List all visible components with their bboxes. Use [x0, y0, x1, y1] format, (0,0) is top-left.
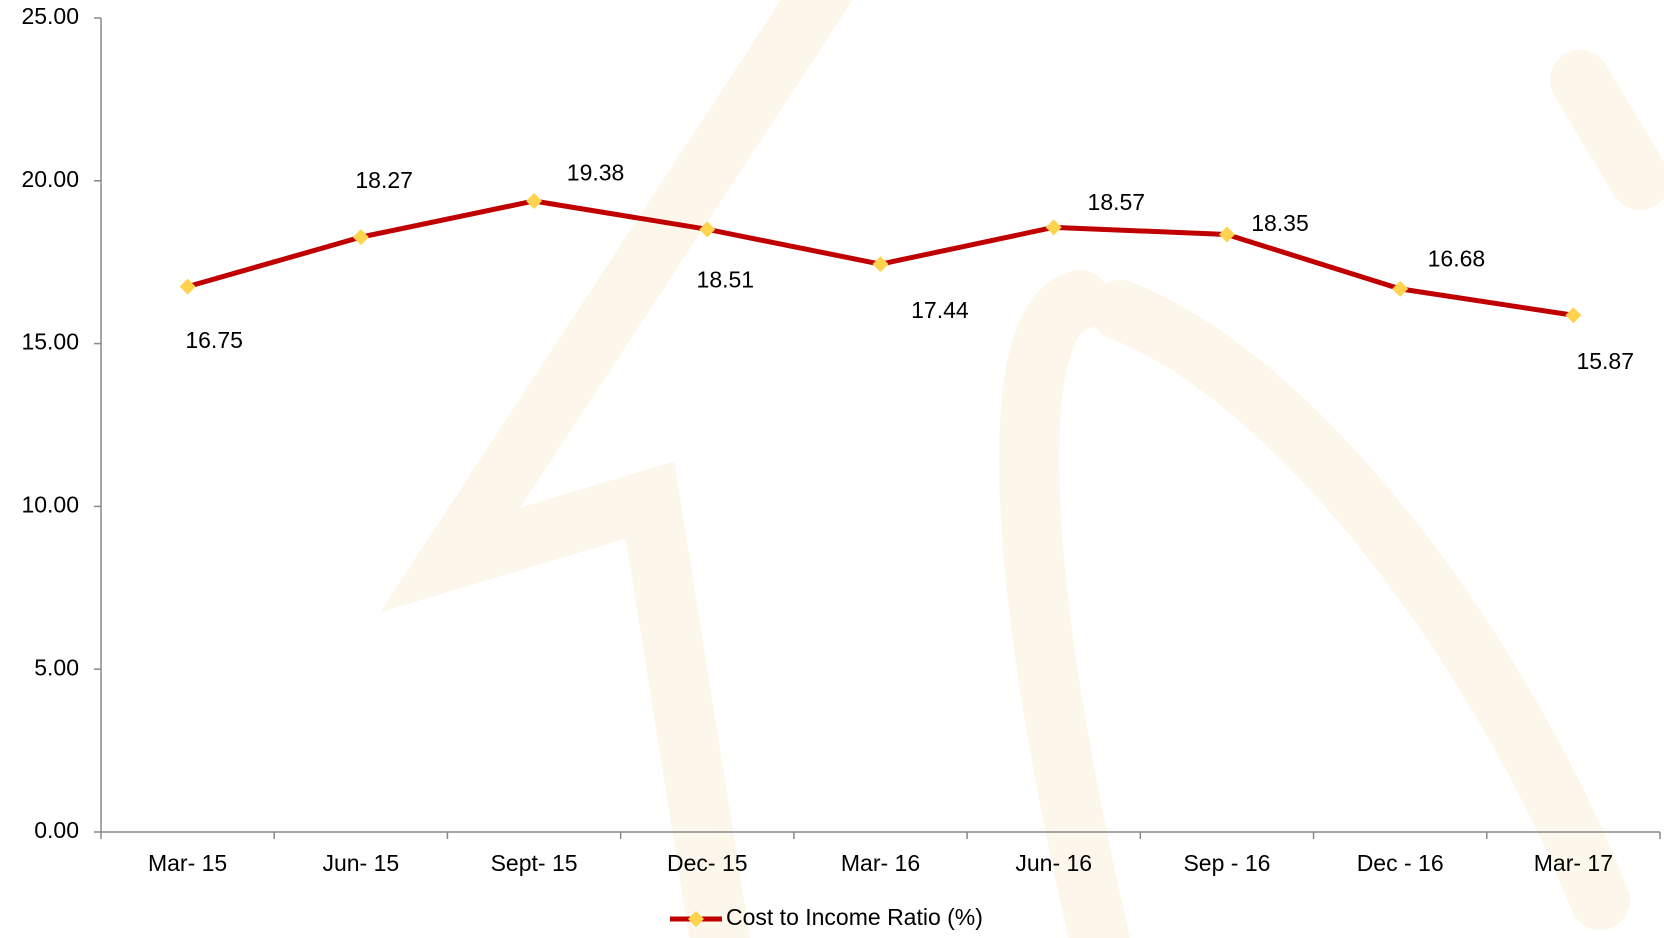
marker: [526, 192, 543, 209]
data-label: 17.44: [911, 297, 969, 323]
y-tick-label: 0.00: [34, 817, 79, 843]
marker: [699, 221, 716, 238]
x-tick-label: Mar- 15: [148, 850, 227, 876]
y-tick-label: 5.00: [34, 654, 79, 680]
data-label: 18.35: [1251, 210, 1309, 236]
y-tick-label: 10.00: [21, 491, 79, 517]
marker: [352, 229, 369, 246]
data-label: 18.51: [697, 266, 755, 292]
x-tick-label: Sept- 15: [491, 850, 578, 876]
y-tick-label: 25.00: [21, 3, 79, 29]
data-label: 15.87: [1576, 348, 1634, 374]
x-tick-label: Sep - 16: [1183, 850, 1270, 876]
x-tick-label: Jun- 15: [322, 850, 399, 876]
y-tick-label: 15.00: [21, 329, 79, 355]
legend-marker: [688, 911, 704, 927]
x-tick-label: Mar- 16: [841, 850, 920, 876]
x-tick-label: Jun- 16: [1015, 850, 1092, 876]
x-tick-label: Dec- 15: [667, 850, 748, 876]
data-label: 18.57: [1088, 189, 1146, 215]
y-tick-label: 20.00: [21, 166, 79, 192]
data-label: 19.38: [567, 160, 625, 186]
legend-label: Cost to Income Ratio (%): [726, 904, 983, 930]
marker: [1392, 280, 1409, 297]
data-label: 18.27: [355, 167, 413, 193]
watermark: [379, 0, 1664, 938]
marker: [179, 278, 196, 295]
marker: [1045, 219, 1062, 236]
marker: [1218, 226, 1235, 243]
data-label: 16.75: [185, 327, 243, 353]
marker: [1565, 307, 1582, 324]
marker: [872, 256, 889, 273]
data-label: 16.68: [1428, 245, 1486, 271]
x-tick-label: Dec - 16: [1357, 850, 1444, 876]
x-tick-label: Mar- 17: [1534, 850, 1613, 876]
